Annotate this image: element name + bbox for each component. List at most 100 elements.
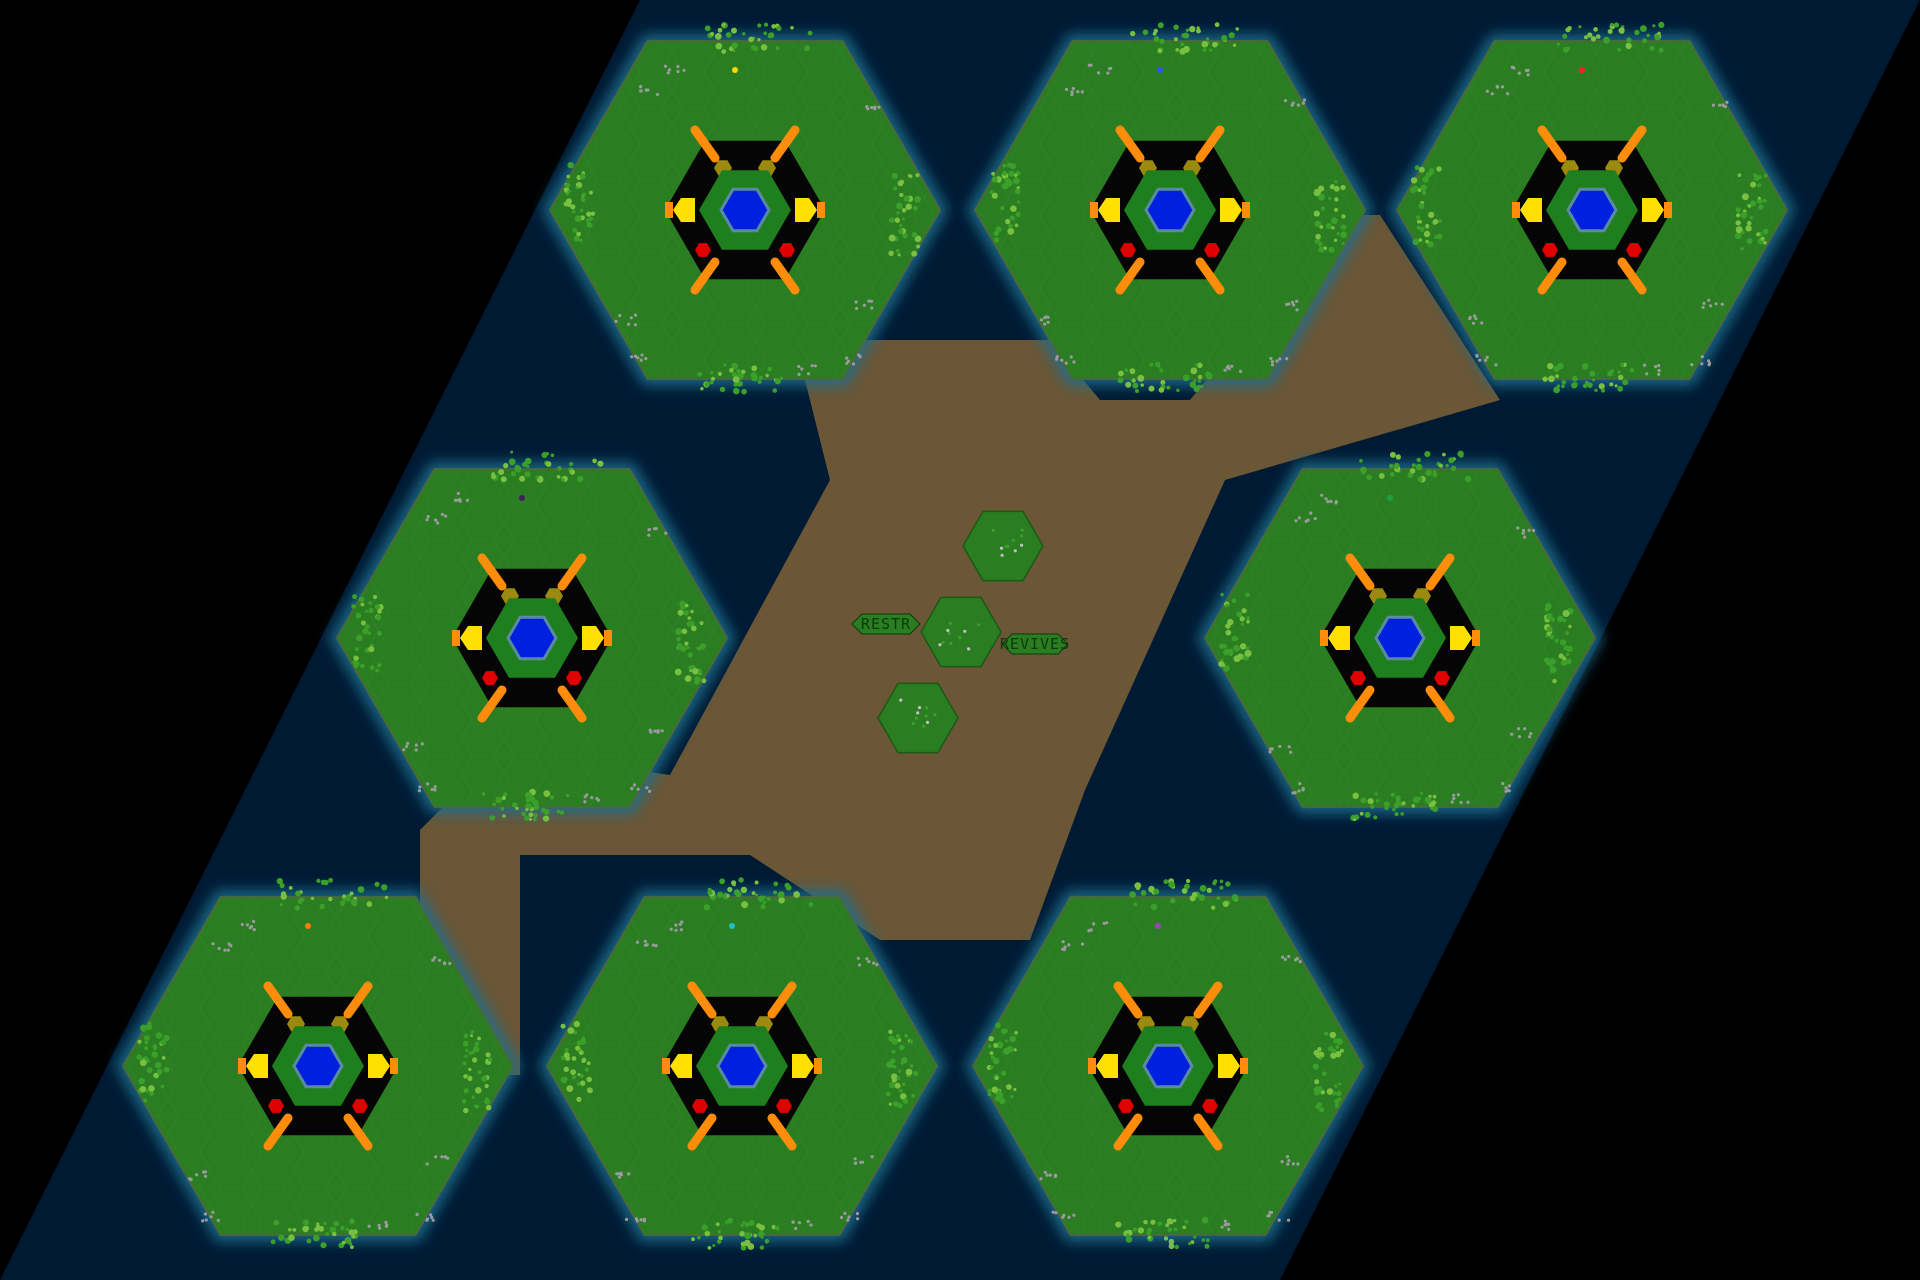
center-hex-unit (958, 636, 962, 640)
rock (1506, 92, 1510, 96)
tree (1160, 379, 1166, 385)
tree (561, 478, 565, 482)
tree (1318, 246, 1325, 253)
rock (590, 796, 594, 800)
rock (1657, 372, 1661, 376)
tree (1556, 42, 1561, 46)
tree (581, 192, 586, 197)
rock (1061, 940, 1065, 944)
tree (1572, 382, 1578, 387)
center-hexes (877, 510, 1044, 754)
rock (633, 354, 638, 358)
island-top-middle[interactable] (967, 22, 1373, 393)
tree (1219, 643, 1225, 649)
rock (872, 961, 876, 965)
island-middle-right[interactable] (1197, 450, 1603, 822)
tree (1393, 464, 1399, 469)
base-arrow-tip (390, 1058, 398, 1074)
base-arm (343, 1113, 373, 1151)
tree (719, 878, 725, 885)
tree (914, 196, 921, 203)
rock (402, 748, 406, 752)
tree (1009, 1035, 1016, 1043)
rock (211, 1210, 215, 1214)
center-hex-unit (999, 546, 1004, 550)
rock (209, 1215, 213, 1219)
tree (717, 1230, 722, 1234)
island-top-left[interactable] (542, 22, 948, 395)
tree (690, 609, 694, 614)
island-bottom-middle[interactable] (539, 877, 945, 1251)
rock (1291, 300, 1295, 304)
rock (1280, 1160, 1284, 1164)
tree (577, 1073, 581, 1077)
tree (1245, 592, 1250, 598)
island-top-right[interactable] (1389, 21, 1795, 394)
tree (677, 609, 684, 616)
base-arm (1113, 1113, 1143, 1151)
tree (373, 594, 378, 600)
tree (731, 27, 737, 34)
rock (1517, 71, 1521, 75)
tree (1609, 22, 1614, 27)
base-red-marker (268, 1099, 284, 1113)
base-arrow-tip (665, 202, 673, 218)
tree (1197, 379, 1202, 383)
tree (565, 183, 571, 188)
tree (1359, 811, 1364, 816)
center-hex-unit (917, 706, 922, 710)
tree (766, 897, 771, 901)
rock (1070, 90, 1074, 94)
center-hex-unit (924, 714, 928, 718)
tree (1142, 29, 1149, 36)
tree (1401, 801, 1406, 806)
tree (580, 197, 586, 202)
tree (1436, 166, 1442, 172)
rock (1459, 800, 1463, 805)
tree (1339, 1048, 1344, 1053)
tree (580, 1080, 586, 1086)
tree (1334, 197, 1339, 202)
tree (1014, 188, 1021, 195)
tree (573, 235, 580, 242)
tree (1313, 1049, 1320, 1056)
tree (684, 675, 692, 682)
rock (1702, 301, 1706, 305)
tree (1366, 474, 1372, 481)
tree (1330, 217, 1338, 225)
rock (640, 353, 644, 357)
island-bottom-right[interactable] (965, 878, 1371, 1250)
rock (636, 356, 640, 360)
base-red-marker (566, 671, 582, 685)
tree (1735, 207, 1741, 213)
island-middle-left[interactable] (329, 450, 735, 822)
tree (701, 678, 707, 684)
island-bottom-left[interactable] (115, 877, 521, 1249)
tree (1425, 239, 1429, 244)
rock (856, 956, 861, 960)
tree (687, 616, 692, 620)
rock (630, 786, 634, 791)
tree (1424, 796, 1432, 804)
tree (991, 1086, 998, 1093)
rock (1069, 355, 1073, 359)
rock (676, 69, 680, 74)
tree (1758, 204, 1764, 210)
center-hex-unit (1020, 528, 1024, 532)
tree (752, 45, 758, 52)
tree (579, 208, 584, 213)
tree (1008, 170, 1015, 177)
tree (1757, 183, 1762, 188)
rock (458, 498, 462, 502)
rock-clusters (1268, 493, 1536, 805)
tree (773, 881, 779, 887)
rock (583, 800, 587, 804)
rock (1450, 800, 1454, 804)
tree (1245, 646, 1250, 650)
tree (503, 462, 509, 469)
player-start-marker (305, 923, 311, 929)
tree (377, 663, 382, 668)
rock (384, 1220, 388, 1224)
rock (1720, 302, 1724, 306)
